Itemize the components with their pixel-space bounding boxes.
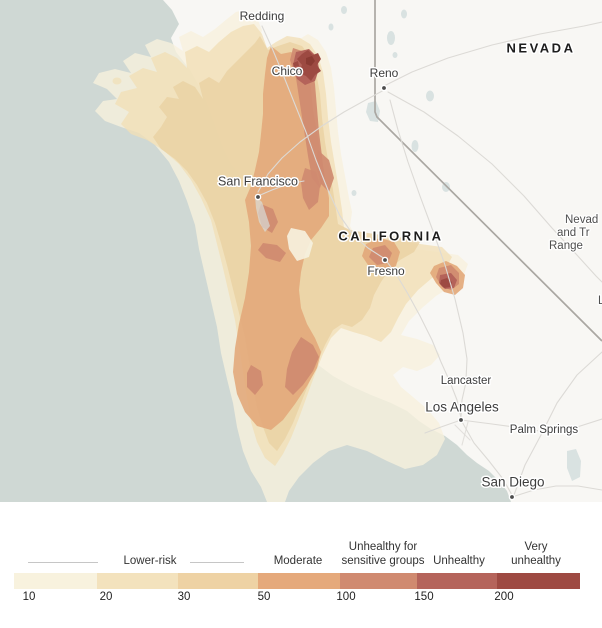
city-label-fresno: Fresno [367,264,405,278]
legend-color-bar [14,573,580,589]
legend-tick: 50 [257,591,271,603]
legend-rule-right [190,562,244,563]
city-label-san-diego: San Diego [481,475,544,490]
legend-category-label: Very unhealthy [511,541,561,567]
region-note-line: Nevad [565,214,598,226]
legend-swatch [340,573,417,589]
city-label-chico: Chico [272,64,303,78]
state-label-nevada: NEVADA [507,40,576,55]
legend-tick: 30 [177,591,191,603]
state-border-line [374,0,602,342]
city-label-lancaster: Lancaster [441,375,492,387]
city-label-palm-springs: Palm Springs [510,424,579,436]
legend-category-label: Unhealthy for sensitive groups [341,541,425,567]
legend-swatch [97,573,178,589]
city-label-redding: Redding [240,9,285,23]
city-dot [508,493,516,501]
legend-rule-left [28,562,98,563]
legend-swatch [178,573,258,589]
region-note-line: Range [549,240,583,252]
city-label-san-francisco: San Francisco [218,174,298,188]
city-label-reno: Reno [370,66,399,80]
city-dot [380,84,388,92]
legend-swatch [417,573,497,589]
region-note-line: and Tr [557,227,590,239]
sf-bay [255,196,270,232]
edge-label-fragment: L [598,295,602,307]
fire-hotspots [293,50,452,288]
region-note: Nevad and Tr Range [548,213,600,254]
legend-category-label: Lower-risk [123,555,177,567]
legend-tick: 10 [22,591,36,603]
legend-category-label: Unhealthy [433,555,485,567]
city-labels: Redding Chico Reno San Francisco Fresno Lanca… [217,8,580,501]
city-dot [457,416,465,424]
smoke-map-canvas: NEVADA CALIFORNIA Nevad and Tr Range L R… [0,0,602,502]
city-dot [254,193,262,201]
state-label-california: CALIFORNIA [338,228,443,243]
legend-category-label: Moderate [273,555,323,567]
roads [257,21,602,498]
city-label-los-angeles: Los Angeles [425,400,499,415]
city-dot [381,256,389,264]
legend-swatch [14,573,97,589]
legend-swatch [258,573,340,589]
smoke-contours [93,10,468,502]
legend-swatch [497,573,580,589]
legend-tick: 20 [99,591,113,603]
legend-tick: 100 [336,591,356,603]
legend-tick: 200 [494,591,514,603]
legend-tick: 150 [414,591,434,603]
